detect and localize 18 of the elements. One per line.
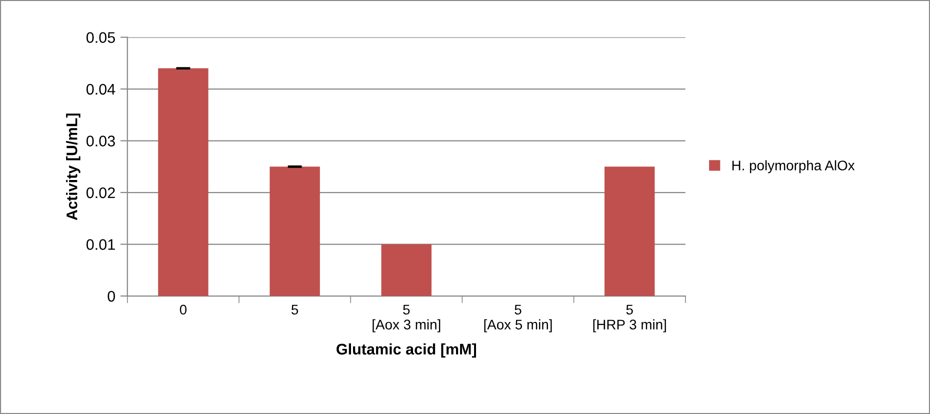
y-tick-label: 0.03 [86, 136, 115, 146]
x-tick-label: 5 [292, 304, 298, 315]
y-tick-label: 0.05 [86, 32, 115, 43]
y-tick-label: 0.01 [86, 239, 115, 250]
y-tick-label: 0 [108, 290, 116, 302]
bar [270, 166, 320, 296]
y-axis-title: Activity [U/mL] [66, 114, 80, 220]
x-tick-label: 5 [HRP 3 min] [593, 304, 666, 332]
y-tick-label: 0.02 [86, 187, 115, 198]
bar [158, 68, 208, 296]
bar [604, 166, 655, 296]
x-tick-label: 0 [180, 304, 187, 315]
bar [381, 244, 432, 296]
x-tick-label: 5 [Aox 5 min] [484, 304, 552, 332]
x-axis-title: Glutamic acid [mM] [336, 343, 476, 358]
legend-label: H. polymorpha AlOx [732, 160, 855, 174]
y-tick-label: 0.04 [86, 84, 116, 95]
x-tick-label: 5 [Aox 3 min] [372, 304, 440, 332]
